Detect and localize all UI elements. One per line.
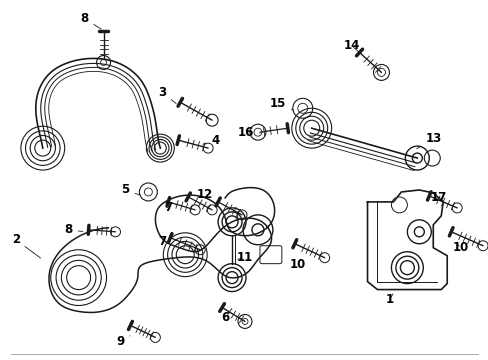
Text: 5: 5 bbox=[121, 184, 140, 197]
Text: 3: 3 bbox=[158, 86, 176, 104]
Text: 7: 7 bbox=[164, 201, 175, 215]
Text: 4: 4 bbox=[203, 134, 219, 147]
Text: 16: 16 bbox=[237, 126, 260, 139]
Text: 6: 6 bbox=[221, 310, 232, 324]
Text: 10: 10 bbox=[452, 241, 468, 254]
Text: 10: 10 bbox=[289, 258, 305, 271]
Text: 1: 1 bbox=[385, 293, 393, 306]
Text: 13: 13 bbox=[416, 132, 442, 149]
Text: 12: 12 bbox=[197, 188, 218, 204]
Text: 8: 8 bbox=[64, 223, 82, 236]
Text: 14: 14 bbox=[343, 39, 359, 53]
Text: 15: 15 bbox=[269, 97, 293, 110]
Text: 9: 9 bbox=[116, 335, 130, 348]
Text: 17: 17 bbox=[430, 192, 447, 204]
Text: 8: 8 bbox=[81, 12, 101, 29]
Text: 11: 11 bbox=[236, 251, 253, 264]
Text: 2: 2 bbox=[12, 233, 41, 258]
Text: 7: 7 bbox=[158, 235, 170, 248]
